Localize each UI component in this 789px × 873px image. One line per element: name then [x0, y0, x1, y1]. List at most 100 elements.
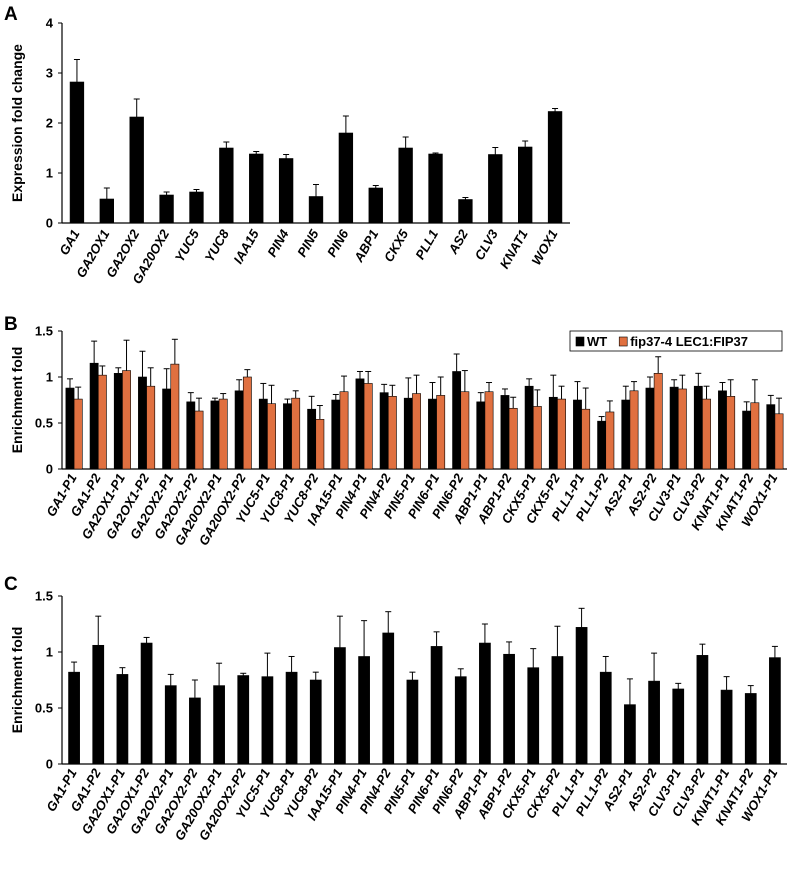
legend-swatch [575, 336, 585, 347]
bar [355, 378, 365, 470]
bar [597, 420, 607, 470]
bar [774, 413, 784, 470]
bar [116, 674, 129, 765]
bar [308, 196, 324, 224]
bar [696, 655, 709, 765]
bar [69, 81, 85, 224]
bar [412, 393, 421, 470]
y-tick-label: 0 [46, 216, 53, 231]
bar [368, 187, 383, 224]
y-tick-label: 0.5 [35, 701, 53, 716]
y-tick-label: 0 [46, 462, 53, 477]
bar [403, 397, 413, 470]
bar [460, 391, 470, 470]
legend-swatch [618, 336, 628, 347]
bar [285, 671, 298, 765]
bar [488, 154, 503, 224]
bar [645, 387, 655, 470]
bar [669, 386, 679, 470]
bar [331, 399, 341, 470]
bar [189, 697, 201, 765]
bar [557, 398, 566, 470]
bar [436, 395, 446, 470]
bar [744, 693, 757, 765]
bar [720, 689, 733, 765]
bar [382, 632, 395, 765]
bar [89, 362, 99, 470]
bar [518, 146, 533, 224]
y-tick-label: 1 [46, 166, 53, 181]
y-axis-title: Enrichment fold [9, 347, 25, 454]
bar [769, 657, 781, 765]
bar [334, 647, 346, 765]
bar [186, 401, 196, 470]
bar [575, 627, 588, 765]
y-tick-label: 0.5 [35, 416, 53, 431]
bar [551, 656, 564, 765]
bar [234, 390, 244, 470]
bar [162, 388, 172, 470]
bar [508, 407, 518, 470]
bar [339, 391, 349, 470]
bar [92, 644, 105, 765]
bar [278, 158, 294, 224]
bar [484, 391, 494, 470]
bar [672, 688, 685, 765]
bar [291, 397, 301, 470]
x-tick-label: YUC8 [202, 226, 233, 264]
bar [242, 376, 252, 470]
y-tick-label: 1 [46, 645, 53, 660]
bar [624, 704, 636, 765]
panel-a-label: A [4, 4, 18, 25]
bar [138, 376, 147, 470]
bar [621, 399, 631, 470]
bar [428, 398, 437, 470]
bar [73, 398, 83, 470]
bar [307, 408, 317, 470]
y-tick-label: 2 [46, 116, 53, 131]
bar [219, 147, 234, 224]
bar [140, 642, 153, 765]
bar [458, 199, 473, 224]
bar [500, 395, 510, 470]
bar [677, 388, 687, 470]
bar [379, 392, 389, 470]
bar [237, 675, 250, 765]
bar [99, 198, 114, 224]
bar [428, 153, 443, 224]
bar [210, 400, 220, 470]
bar [113, 373, 123, 470]
bar [629, 390, 639, 470]
bar [170, 363, 180, 470]
bar [189, 191, 204, 224]
y-axis-title: Enrichment fold [9, 627, 25, 734]
bar [503, 653, 515, 765]
x-tick-label: AS2 [445, 226, 472, 257]
bar [702, 398, 711, 470]
bar [146, 385, 156, 470]
y-tick-label: 1 [46, 370, 53, 385]
x-tick-label: PLL1 [412, 227, 441, 262]
bar [194, 410, 204, 470]
x-tick-label: IAA15 [230, 226, 262, 266]
bar [159, 194, 174, 224]
x-tick-label: GA1 [56, 227, 82, 258]
bar [213, 685, 225, 765]
panel-c-label: C [4, 574, 18, 595]
bar [766, 404, 776, 470]
bar [573, 399, 582, 470]
bar [164, 685, 177, 765]
bar [218, 398, 228, 470]
x-tick-label: CKX5 [381, 226, 412, 264]
y-tick-label: 1.5 [35, 324, 53, 339]
bar [387, 396, 397, 470]
bar [653, 373, 663, 470]
y-tick-label: 4 [46, 16, 54, 31]
bar [454, 676, 467, 765]
bar [527, 667, 540, 765]
bar [129, 116, 144, 224]
